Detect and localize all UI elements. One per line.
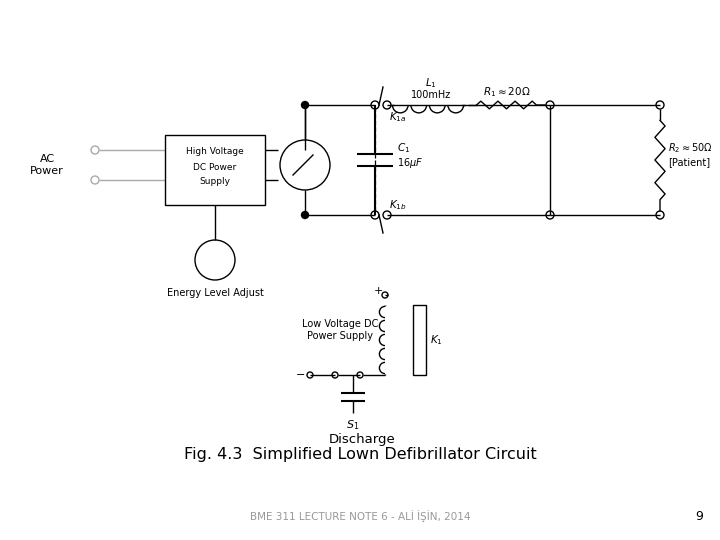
Text: $K_1$: $K_1$ [430,333,443,347]
Text: $R_2 \approx 50\Omega$: $R_2 \approx 50\Omega$ [668,141,713,155]
Text: $K_{1a}$: $K_{1a}$ [389,110,406,124]
Text: [Patient]: [Patient] [668,157,710,167]
Text: 9: 9 [695,510,703,523]
Text: BME 311 LECTURE NOTE 6 - ALİ İŞİN, 2014: BME 311 LECTURE NOTE 6 - ALİ İŞİN, 2014 [250,510,470,522]
Text: Fig. 4.3  Simplified Lown Defibrillator Circuit: Fig. 4.3 Simplified Lown Defibrillator C… [184,448,536,462]
Text: $L_1$: $L_1$ [425,76,437,90]
Text: $S_1$: $S_1$ [346,418,359,432]
Text: 100mHz: 100mHz [411,90,451,100]
Bar [165,135,265,205]
Text: +: + [373,286,383,296]
Text: Low Voltage DC
Power Supply: Low Voltage DC Power Supply [302,319,378,341]
Text: −: − [296,370,305,380]
Text: $C_1$: $C_1$ [397,141,410,155]
Text: Supply: Supply [199,178,230,186]
Bar [413,305,426,375]
Text: High Voltage: High Voltage [186,147,244,157]
Text: Discharge: Discharge [329,433,396,446]
Text: DC Power: DC Power [194,163,237,172]
Text: AC
Power: AC Power [30,154,64,176]
Circle shape [302,212,308,219]
Text: $16\mu F$: $16\mu F$ [397,156,423,170]
Text: $R_1 \approx 20\Omega$: $R_1 \approx 20\Omega$ [482,85,530,99]
Text: Energy Level Adjust: Energy Level Adjust [166,288,264,298]
Text: $K_{1b}$: $K_{1b}$ [389,198,407,212]
Circle shape [302,102,308,109]
